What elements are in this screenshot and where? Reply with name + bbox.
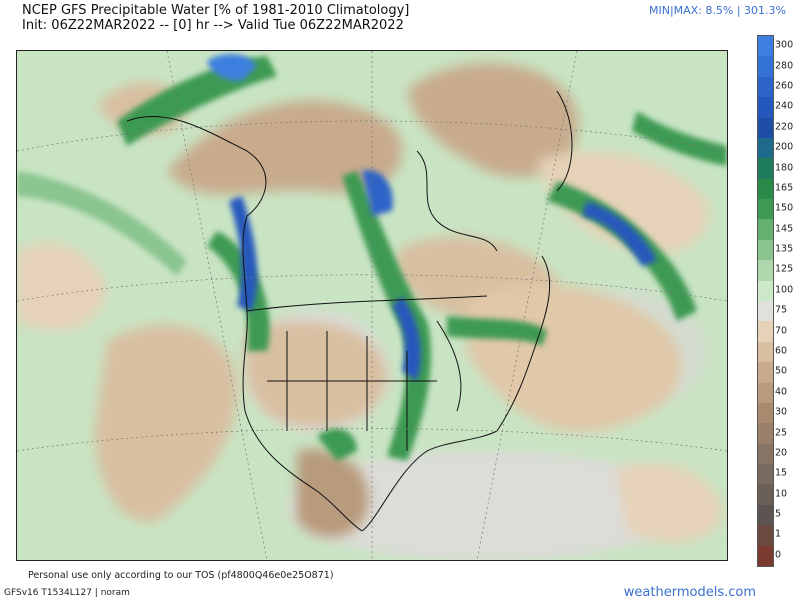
legend-swatch — [758, 504, 773, 526]
max-label: MAX: 8.5% | 301.3% — [673, 4, 786, 17]
political-boundaries — [126, 90, 573, 532]
legend-label: 70 — [775, 325, 788, 337]
legend-label: 180 — [775, 162, 794, 173]
legend-swatch — [758, 484, 773, 506]
legend-swatch — [758, 280, 773, 302]
legend-swatch — [758, 199, 773, 220]
legend-label: 1 — [775, 528, 782, 540]
legend-label: 300 — [775, 39, 794, 51]
legend-label: 25 — [775, 427, 788, 438]
title-line-1: NCEP GFS Precipitable Water [% of 1981-2… — [22, 3, 410, 18]
legend-label: 200 — [775, 141, 794, 153]
legend-label: 220 — [775, 121, 794, 133]
legend-swatch — [758, 239, 773, 261]
title-line-2: Init: 06Z22MAR2022 -- [0] hr --> Valid T… — [22, 18, 404, 33]
legend-label: 165 — [775, 182, 794, 194]
legend-swatch — [758, 219, 773, 241]
legend-label: 145 — [775, 223, 794, 235]
min-max-separator: | — [669, 4, 674, 17]
terms-notice: Personal use only according to our TOS (… — [28, 570, 334, 581]
legend-label: 30 — [775, 406, 788, 418]
legend-swatch — [758, 158, 773, 180]
legend-swatch — [758, 117, 773, 139]
legend-swatch — [758, 260, 773, 282]
legend-swatch — [758, 545, 773, 567]
legend-swatch — [758, 525, 773, 547]
legend-swatch — [758, 97, 773, 119]
legend-label: 100 — [775, 284, 794, 296]
weather-map[interactable] — [16, 50, 728, 561]
legend-label: 60 — [775, 345, 788, 357]
site-link[interactable]: weathermodels.com — [623, 585, 756, 600]
legend-label: 280 — [775, 60, 794, 72]
legend-label: 260 — [775, 80, 794, 92]
color-legend-bar — [757, 35, 774, 567]
legend-swatch — [758, 382, 773, 404]
legend-label: 40 — [775, 386, 788, 398]
chart-title: NCEP GFS Precipitable Water [% of 1981-2… — [22, 3, 409, 33]
legend-swatch — [758, 36, 773, 57]
min-max-readout: MIN|MAX: 8.5% | 301.3% — [649, 4, 786, 17]
min-label: MIN — [648, 4, 670, 17]
legend-swatch — [758, 443, 773, 465]
legend-swatch — [758, 464, 773, 485]
legend-swatch — [758, 423, 773, 445]
legend-label: 75 — [775, 304, 788, 316]
legend-swatch — [758, 301, 773, 322]
legend-swatch — [758, 178, 773, 200]
model-info: GFSv16 T1534L127 | noram — [4, 588, 130, 598]
legend-label: 10 — [775, 488, 788, 500]
legend-swatch — [758, 341, 773, 363]
legend-swatch — [758, 321, 773, 343]
legend-swatch — [758, 137, 773, 159]
legend-swatch — [758, 76, 773, 98]
legend-label: 0 — [775, 549, 782, 561]
legend-label: 20 — [775, 447, 788, 459]
legend-swatch — [758, 402, 773, 424]
legend-label: 150 — [775, 202, 794, 214]
legend-label: 135 — [775, 243, 794, 255]
lat-lon-grid — [17, 51, 727, 560]
legend-swatch — [758, 362, 773, 384]
legend-label: 240 — [775, 100, 794, 112]
legend-label: 125 — [775, 263, 794, 275]
legend-label: 50 — [775, 365, 788, 377]
moist-plumes-blue — [207, 54, 657, 381]
legend-label: 5 — [775, 508, 782, 520]
legend-swatch — [758, 56, 773, 78]
map-canvas — [17, 51, 727, 560]
legend-label: 15 — [775, 467, 788, 479]
